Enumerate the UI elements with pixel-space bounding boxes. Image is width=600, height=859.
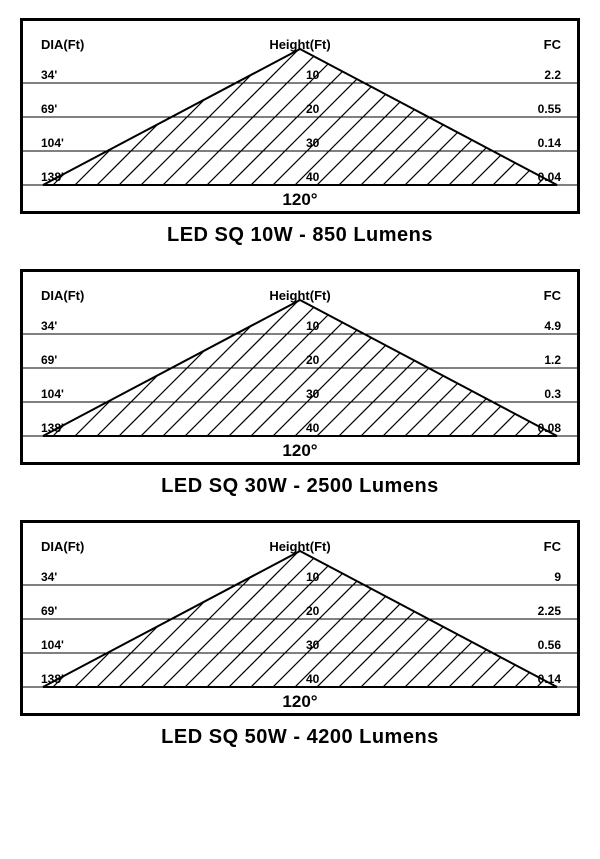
panel-caption: LED SQ 30W - 2500 Lumens bbox=[20, 475, 580, 498]
dia-header: DIA(Ft) bbox=[41, 288, 84, 303]
dia-value: 34' bbox=[41, 68, 57, 82]
height-value: 10 bbox=[306, 570, 320, 584]
height-value: 40 bbox=[306, 421, 320, 435]
dia-value: 69' bbox=[41, 102, 57, 116]
fc-value: 0.56 bbox=[538, 638, 562, 652]
fc-value: 0.14 bbox=[538, 672, 562, 686]
panel-frame: DIA(Ft) Height(Ft) FC 34' 10 2.2 69' 20 0.55 104'… bbox=[20, 18, 580, 214]
fc-value: 9 bbox=[554, 570, 561, 584]
dia-value: 138' bbox=[41, 421, 64, 435]
fc-value: 0.3 bbox=[544, 387, 561, 401]
diagram-panel: DIA(Ft) Height(Ft) FC 34' 10 9 69' 20 2.25 104' 30… bbox=[20, 520, 580, 749]
height-value: 30 bbox=[306, 638, 320, 652]
diagram-panel: DIA(Ft) Height(Ft) FC 34' 10 4.9 69' 20 1.2 104' 3… bbox=[20, 269, 580, 498]
height-value: 40 bbox=[306, 672, 320, 686]
fc-value: 2.25 bbox=[538, 604, 562, 618]
height-header: Height(Ft) bbox=[269, 539, 330, 554]
diagram-panel: DIA(Ft) Height(Ft) FC 34' 10 2.2 69' 20 0.55 104'… bbox=[20, 18, 580, 247]
beam-angle-label: 120° bbox=[282, 190, 317, 209]
beam-angle-label: 120° bbox=[282, 692, 317, 711]
fc-header: FC bbox=[544, 539, 562, 554]
fc-value: 2.2 bbox=[544, 68, 561, 82]
page: DIA(Ft) Height(Ft) FC 34' 10 2.2 69' 20 0.55 104'… bbox=[0, 0, 600, 781]
height-header: Height(Ft) bbox=[269, 37, 330, 52]
dia-value: 104' bbox=[41, 136, 64, 150]
fc-value: 1.2 bbox=[544, 353, 561, 367]
height-value: 30 bbox=[306, 387, 320, 401]
fc-value: 0.08 bbox=[538, 421, 562, 435]
height-header: Height(Ft) bbox=[269, 288, 330, 303]
dia-header: DIA(Ft) bbox=[41, 539, 84, 554]
dia-value: 34' bbox=[41, 570, 57, 584]
height-value: 20 bbox=[306, 353, 320, 367]
fc-value: 0.14 bbox=[538, 136, 562, 150]
dia-value: 138' bbox=[41, 672, 64, 686]
beam-angle-label: 120° bbox=[282, 441, 317, 460]
height-value: 10 bbox=[306, 68, 320, 82]
panel-caption: LED SQ 50W - 4200 Lumens bbox=[20, 726, 580, 749]
fc-value: 4.9 bbox=[544, 319, 561, 333]
height-value: 10 bbox=[306, 319, 320, 333]
dia-value: 104' bbox=[41, 638, 64, 652]
dia-value: 69' bbox=[41, 353, 57, 367]
dia-value: 104' bbox=[41, 387, 64, 401]
height-value: 30 bbox=[306, 136, 320, 150]
fc-header: FC bbox=[544, 288, 562, 303]
height-value: 40 bbox=[306, 170, 320, 184]
fc-value: 0.55 bbox=[538, 102, 562, 116]
panel-frame: DIA(Ft) Height(Ft) FC 34' 10 9 69' 20 2.25 104' 30… bbox=[20, 520, 580, 716]
height-value: 20 bbox=[306, 102, 320, 116]
panel-frame: DIA(Ft) Height(Ft) FC 34' 10 4.9 69' 20 1.2 104' 3… bbox=[20, 269, 580, 465]
dia-value: 34' bbox=[41, 319, 57, 333]
fc-value: 0.04 bbox=[538, 170, 562, 184]
dia-value: 69' bbox=[41, 604, 57, 618]
dia-header: DIA(Ft) bbox=[41, 37, 84, 52]
panel-caption: LED SQ 10W - 850 Lumens bbox=[20, 224, 580, 247]
height-value: 20 bbox=[306, 604, 320, 618]
fc-header: FC bbox=[544, 37, 562, 52]
dia-value: 138' bbox=[41, 170, 64, 184]
